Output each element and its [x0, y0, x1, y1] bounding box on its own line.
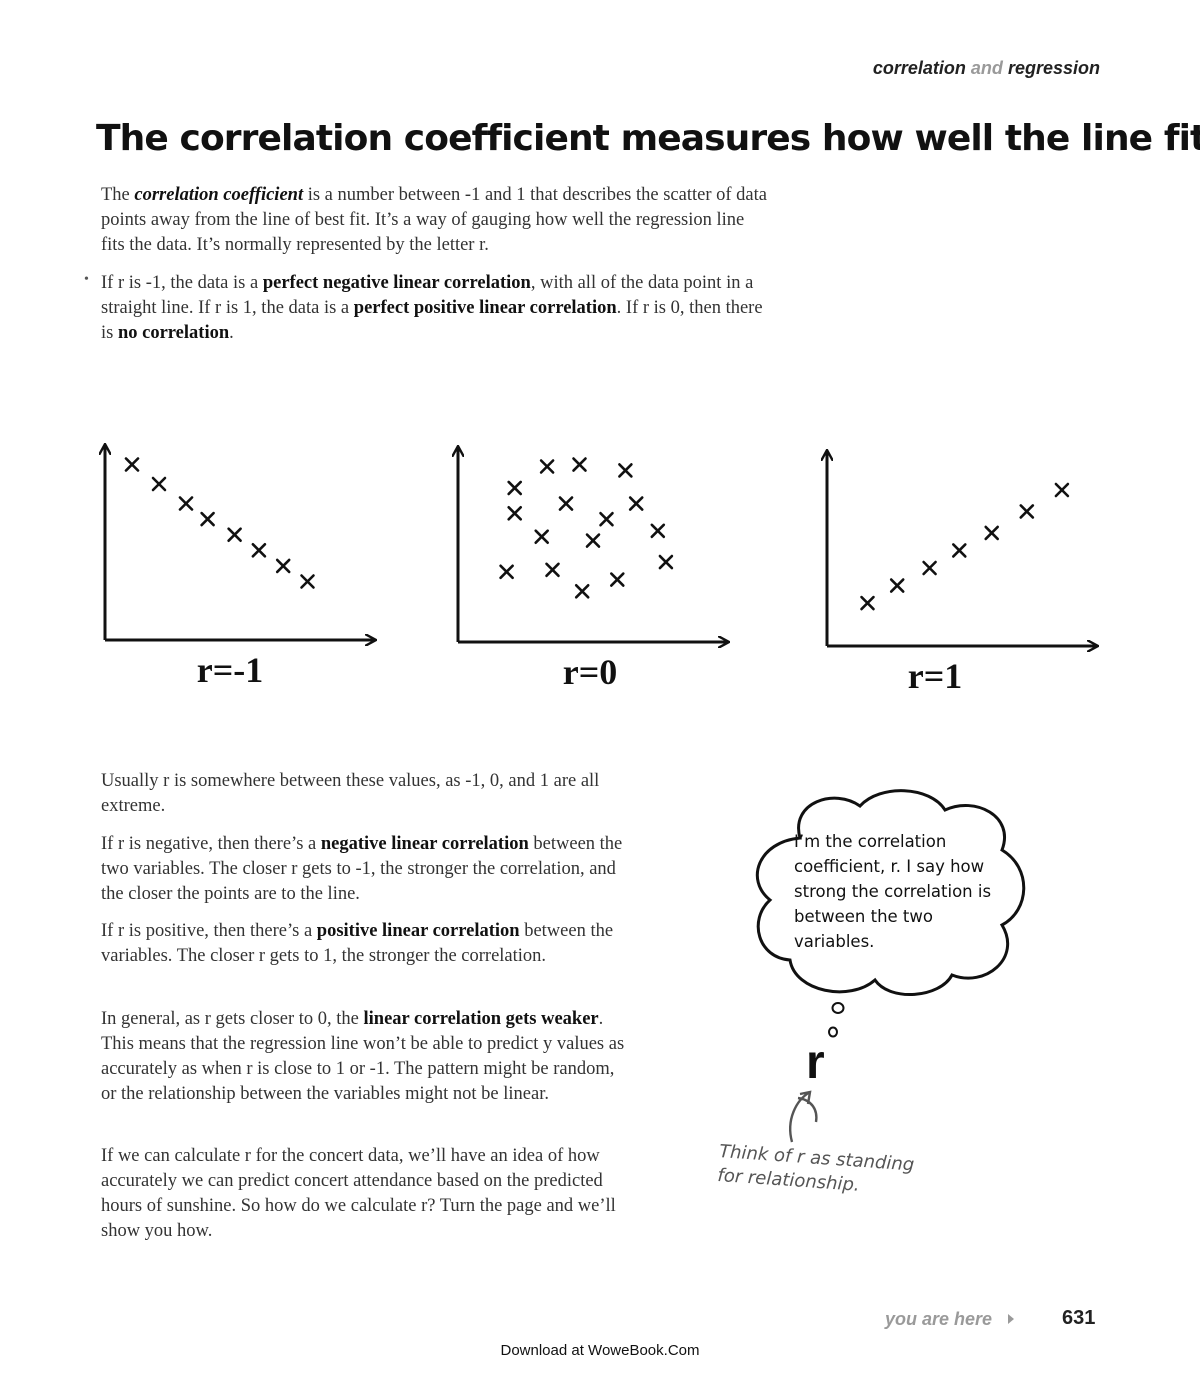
data-point-x-mark	[1054, 482, 1070, 498]
data-point-x-mark	[124, 457, 140, 472]
data-point-x-mark	[200, 511, 215, 527]
data-point-x-mark	[951, 543, 967, 558]
bullet-bold-2: perfect positive linear correlation	[353, 298, 617, 318]
data-point-x-mark	[534, 529, 550, 544]
thought-bubble	[755, 789, 1026, 1143]
intro-pre: The	[101, 185, 135, 205]
r-letter: r	[806, 1036, 825, 1089]
plot-negative: r=-1	[105, 445, 375, 690]
running-header-and: and	[970, 58, 1003, 78]
plot-label: r=0	[563, 652, 618, 692]
data-point-x-mark	[507, 480, 523, 496]
p2-text-1: If r is negative, then there’s a	[101, 834, 321, 854]
plot-label: r=1	[908, 656, 963, 696]
data-point-x-mark	[275, 558, 291, 574]
triangle-arrow-icon	[1008, 1314, 1014, 1324]
data-point-x-mark	[558, 496, 574, 511]
bullet-bold-1: perfect negative linear correlation	[262, 273, 531, 293]
intro-term: correlation coefficient	[134, 185, 304, 205]
bullet-paragraph: If r is -1, the data is a perfect negati…	[101, 271, 771, 346]
paragraph-negative: If r is negative, then there’s a negativ…	[101, 832, 631, 907]
bullet-text-3: . If r is 0, then there is	[101, 298, 763, 343]
data-point-x-mark	[860, 595, 875, 611]
data-point-x-mark	[300, 574, 315, 589]
data-point-x-mark	[618, 463, 633, 478]
data-point-x-mark	[984, 525, 1000, 541]
intro-paragraph: The correlation coefficient is a number …	[101, 183, 771, 258]
data-point-x-mark	[227, 527, 242, 542]
paragraph-general: In general, as r gets closer to 0, the l…	[101, 1007, 631, 1107]
data-point-x-mark	[572, 457, 587, 472]
thought-dot-large	[831, 1002, 845, 1014]
plot-positive: r=1	[827, 451, 1097, 696]
p3-text-2: between the variables. The closer r gets…	[101, 921, 614, 966]
data-point-x-mark	[585, 533, 601, 548]
scatter-plots: r=-1 r=0 r=1	[0, 420, 1200, 696]
data-point-x-mark	[151, 476, 167, 492]
p3-text-1: If r is positive, then there’s a	[101, 921, 317, 941]
p4-bold: linear correlation gets weaker	[363, 1009, 599, 1029]
page-title: The correlation coefficient measures how…	[96, 118, 1200, 159]
p3-bold: positive linear correlation	[316, 921, 520, 941]
plot-zero: r=0	[458, 447, 728, 692]
you-are-here: you are here	[885, 1309, 993, 1329]
data-point-x-mark	[609, 572, 625, 587]
data-point-x-mark	[251, 543, 267, 558]
data-point-x-mark	[178, 496, 194, 511]
data-point-x-mark	[658, 554, 674, 570]
data-point-x-mark	[499, 564, 514, 580]
data-point-x-mark	[922, 560, 937, 576]
bullet-bold-3: no correlation	[117, 323, 230, 343]
page-number: 631	[1062, 1307, 1096, 1329]
intro-post: is a number between -1 and 1 that descri…	[101, 185, 767, 255]
thought-dot-small	[828, 1026, 838, 1038]
paragraph-concert: If we can calculate r for the concert da…	[101, 1146, 616, 1241]
running-header: correlation and regression	[873, 58, 1100, 79]
cloud-text: I’m the correlation coefficient, r. I sa…	[794, 832, 992, 951]
bullet-text-2: , with all of the data point in a straig…	[101, 273, 754, 318]
download-notice: Download at WoweBook.Com	[500, 1342, 700, 1359]
paragraph-extremes: Usually r is somewhere between these val…	[101, 771, 600, 816]
running-header-part1: correlation	[872, 58, 966, 78]
curved-arrow-icon	[789, 1090, 818, 1143]
p2-text-2: between the two variables. The closer r …	[101, 834, 623, 904]
data-point-x-mark	[628, 496, 644, 511]
data-point-x-mark	[599, 511, 614, 527]
bullet-text-1: If r is -1, the data is a	[101, 273, 263, 293]
plot-label: r=-1	[197, 650, 263, 690]
p4-text-2: . This means that the regression line wo…	[101, 1009, 625, 1104]
data-point-x-mark	[539, 459, 555, 474]
running-header-part2: regression	[1007, 58, 1100, 78]
data-point-x-mark	[889, 578, 905, 593]
p2-bold: negative linear correlation	[320, 834, 529, 854]
data-point-x-mark	[545, 562, 560, 578]
data-point-x-mark	[574, 584, 590, 599]
bullet-dot-icon: •	[84, 272, 89, 287]
cloud-shape	[755, 789, 1026, 997]
data-point-x-mark	[507, 506, 523, 521]
data-point-x-mark	[650, 523, 666, 539]
data-point-x-mark	[1019, 504, 1035, 519]
p4-text-1: In general, as r gets closer to 0, the	[101, 1009, 364, 1029]
bullet-text-4: .	[229, 323, 234, 343]
paragraph-positive: If r is positive, then there’s a positiv…	[101, 919, 631, 969]
